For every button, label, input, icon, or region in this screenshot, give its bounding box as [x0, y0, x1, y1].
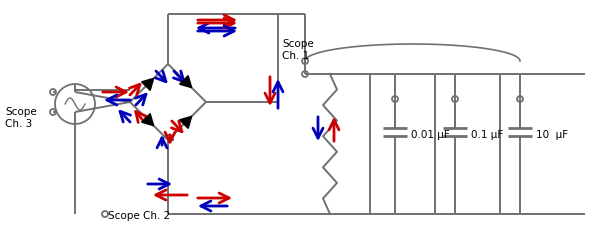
Polygon shape: [179, 117, 191, 129]
Text: Scope
Ch. 1: Scope Ch. 1: [282, 39, 314, 61]
Text: Scope
Ch. 3: Scope Ch. 3: [5, 106, 37, 129]
Text: 0.01 μF: 0.01 μF: [411, 129, 450, 139]
Text: 10  μF: 10 μF: [536, 129, 568, 139]
Polygon shape: [142, 79, 154, 91]
Polygon shape: [179, 76, 191, 88]
Text: Scope Ch. 2: Scope Ch. 2: [108, 210, 170, 220]
Polygon shape: [142, 114, 154, 126]
Text: 0.1 μF: 0.1 μF: [471, 129, 503, 139]
